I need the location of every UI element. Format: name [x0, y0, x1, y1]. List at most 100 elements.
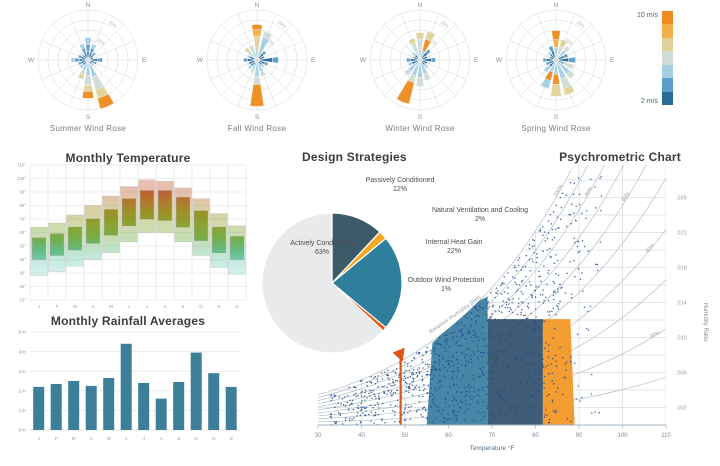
svg-text:20%: 20% — [108, 20, 118, 29]
svg-text:110°: 110° — [17, 163, 26, 168]
legend-color-step — [662, 91, 673, 105]
svg-text:Humidity Ratio: Humidity Ratio — [702, 302, 708, 342]
design-strategies-pie-chart — [256, 148, 416, 363]
svg-text:W: W — [496, 57, 503, 64]
svg-text:0 in: 0 in — [19, 428, 27, 433]
pie-slice-pct: 1% — [440, 286, 452, 294]
pie-label-actively-conditioned: Actively Conditioned 63% — [290, 239, 354, 257]
svg-text:J: J — [125, 436, 127, 441]
wind-rose-spring: N E S W 10% 20% Spring Wind Rose — [481, 0, 631, 140]
wind-speed-legend-bar — [662, 11, 673, 105]
svg-text:90: 90 — [576, 433, 583, 439]
monthly-rainfall-chart: 0 in 1 in 2 in 3 in 4 in 5 in J F M A M J J A S O N D — [0, 310, 255, 462]
psychrometric-chart-svg: 30 40 50 60 70 80 90 100 110 Temperature °F .002 .0… — [315, 165, 708, 452]
svg-text:30: 30 — [315, 433, 322, 439]
svg-text:60: 60 — [445, 433, 452, 439]
psychrometric-chart: 30 40 50 60 70 80 90 100 110 Temperature °F .002 .0… — [296, 146, 720, 466]
svg-text:60%: 60% — [621, 191, 632, 203]
wind-rose-chart-area: N E S W 10% 20% — [481, 0, 631, 124]
svg-text:70: 70 — [489, 433, 496, 439]
wind-rose-title: Winter Wind Rose — [385, 124, 455, 133]
svg-text:.006: .006 — [676, 370, 687, 376]
svg-text:N: N — [86, 2, 91, 9]
svg-text:Temperature °F: Temperature °F — [470, 444, 515, 452]
svg-text:A: A — [91, 304, 94, 309]
legend-color-step — [662, 51, 673, 65]
svg-text:10%: 10% — [428, 37, 438, 46]
temperature-chart-svg: 10° 20° 30° 40° 50° 60° 70° 80° 90° 100° 110° J F M A M… — [17, 163, 247, 309]
svg-text:N: N — [418, 2, 423, 9]
pie-slice-pct: 12% — [392, 186, 407, 194]
wind-rose-summer: N E S W 10% 20% Summer Wind Rose — [13, 0, 163, 140]
monthly-temperature-chart: 10° 20° 30° 40° 50° 60° 70° 80° 90° 100° 110° J F M A M… — [0, 148, 255, 314]
wind-rose-title: Spring Wind Rose — [521, 124, 591, 133]
pie-slice-label: Outdoor Wind Protection — [407, 277, 485, 284]
svg-text:80%: 80% — [584, 185, 595, 197]
svg-text:O: O — [199, 304, 203, 309]
wind-rose-winter: N E S W 10% 20% Winter Wind Rose — [345, 0, 495, 140]
svg-text:.002: .002 — [676, 405, 687, 411]
svg-text:80°: 80° — [20, 203, 27, 208]
temperature-chart-title: Monthly Temperature — [65, 151, 191, 165]
internal-heat-gain-zone — [487, 319, 543, 425]
svg-text:S: S — [418, 114, 423, 121]
svg-text:J: J — [38, 304, 40, 309]
pie-slice-label: Natural Ventilation and Cooling — [431, 207, 529, 214]
wind-rose-chart-area: N E S W 10% 20% — [182, 0, 332, 124]
svg-text:50: 50 — [402, 433, 409, 439]
svg-text:E: E — [474, 57, 479, 64]
design-strategies-title: Design Strategies — [302, 150, 407, 164]
svg-text:J: J — [38, 436, 40, 441]
svg-text:20%: 20% — [277, 20, 287, 29]
svg-text:40: 40 — [358, 433, 365, 439]
svg-text:20%: 20% — [440, 20, 450, 29]
pie-slice-pct: 63% — [314, 249, 329, 257]
svg-text:O: O — [194, 436, 198, 441]
wind-rose-chart: N E S W 10%20% — [28, 2, 147, 121]
rainfall-chart-svg: 0 in 1 in 2 in 3 in 4 in 5 in J F M A M J J A S O N D — [19, 330, 240, 441]
monthly-temperature-panel: Monthly Temperature 10° 20° 30° 40° 50° 60° 70… — [0, 148, 255, 314]
svg-text:50°: 50° — [20, 244, 27, 249]
legend-min-label: 2 m/s — [640, 98, 658, 105]
wind-rose-chart: N E S W 10%20% — [496, 2, 615, 121]
svg-text:M: M — [72, 436, 76, 441]
wind-speed-legend: 10 m/s 2 m/s — [610, 10, 690, 120]
svg-text:80: 80 — [532, 433, 539, 439]
svg-text:.018: .018 — [676, 265, 687, 271]
svg-text:J: J — [146, 304, 148, 309]
wind-rose-title: Summer Wind Rose — [49, 124, 127, 133]
legend-color-step — [662, 24, 673, 38]
monthly-rainfall-panel: Monthly Rainfall Averages 0 in 1 in 2 in 3 … — [0, 310, 255, 462]
wind-rose-chart-area: N E S W 10% 20% — [13, 0, 163, 124]
pie-slice-label: Passively Conditioned — [365, 177, 435, 184]
svg-text:M: M — [107, 436, 111, 441]
pie-label-internal-heat-gain: Internal Heat Gain 22% — [384, 238, 524, 256]
svg-text:100°: 100° — [17, 176, 26, 181]
svg-text:F: F — [56, 304, 59, 309]
svg-text:40°: 40° — [20, 257, 27, 262]
svg-text:D: D — [235, 304, 239, 309]
psychrometric-panel: Psychrometric Chart 30 40 50 60 70 80 90 100 110… — [296, 146, 720, 466]
svg-text:W: W — [28, 57, 35, 64]
legend-color-step — [662, 78, 673, 92]
pie-slice-pct: 2% — [474, 216, 486, 224]
passive-comfort-zone — [426, 296, 488, 425]
svg-text:W: W — [197, 57, 204, 64]
wind-rose-chart: N E S W 10%20% — [360, 2, 479, 121]
svg-text:E: E — [311, 57, 316, 64]
svg-text:10%: 10% — [96, 37, 106, 46]
svg-text:A: A — [90, 436, 93, 441]
svg-text:70°: 70° — [20, 217, 27, 222]
outdoor-wind-protection-zone — [542, 319, 575, 425]
wind-rose-fall: N E S W 10% 20% Fall Wind Rose — [182, 0, 332, 140]
svg-text:.010: .010 — [676, 335, 687, 341]
svg-text:20%: 20% — [649, 330, 661, 340]
svg-text:30°: 30° — [20, 271, 27, 276]
legend-max-label: 10 m/s — [636, 12, 658, 19]
svg-text:110: 110 — [661, 433, 671, 439]
svg-text:J: J — [143, 436, 145, 441]
svg-text:10°: 10° — [20, 298, 27, 303]
svg-text:5 in: 5 in — [19, 330, 27, 335]
annotation-arrowhead — [392, 347, 405, 362]
